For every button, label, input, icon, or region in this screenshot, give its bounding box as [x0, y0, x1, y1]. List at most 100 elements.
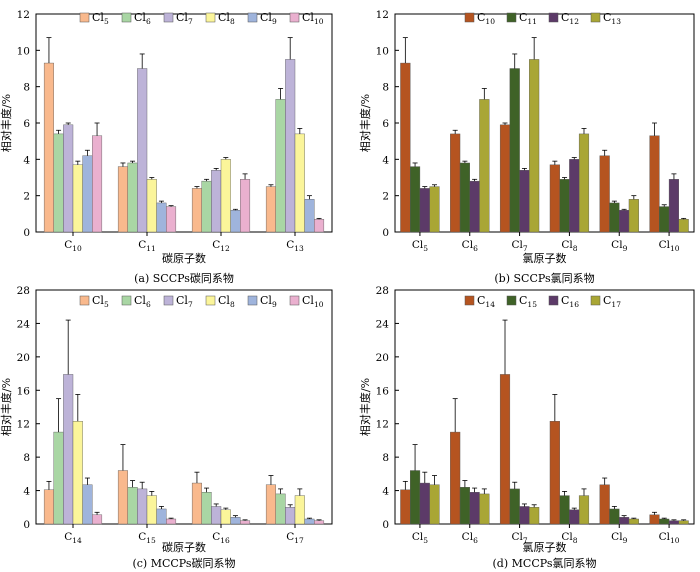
legend-label: C12: [561, 11, 579, 26]
bar-c13-cl9: [628, 199, 639, 233]
y-tick-label: 0: [23, 519, 30, 531]
bar-cl8-c13: [294, 133, 305, 233]
legend-label: C16: [561, 294, 579, 309]
bar-c11-cl5: [409, 166, 421, 233]
panel-caption: (b) SCCPs氯同系物: [494, 271, 594, 285]
y-tick-label: 0: [382, 519, 389, 531]
x-tick-label: C15: [138, 531, 156, 545]
legend-swatch: [506, 295, 517, 306]
bar-c15-cl9: [609, 508, 620, 525]
bar-cl8-c11: [146, 179, 157, 233]
y-tick-label: 10: [376, 45, 389, 57]
legend-swatch: [289, 12, 300, 23]
bar-c11-cl10: [659, 206, 670, 233]
chart-panel-3: 0 4 8 12 16 20 24 28 相对丰度/% C14 C15 C16 C17 碳原子数 (c) M…: [0, 285, 333, 570]
bar-c13-cl7: [529, 59, 540, 233]
x-tick-label: C16: [212, 531, 230, 545]
bar-c16-cl9: [619, 517, 630, 525]
bar-c10-cl9: [599, 155, 610, 233]
bar-cl5-c12: [191, 188, 202, 233]
bar-c15-cl5: [409, 470, 421, 525]
bar-cl9-c16: [230, 517, 241, 525]
bar-cl7-c10: [63, 124, 74, 233]
legend-swatch: [289, 295, 300, 306]
x-tick-label: Cl10: [659, 531, 680, 545]
bar-cl7-c14: [63, 374, 74, 525]
bar-cl10-c11: [166, 206, 177, 233]
x-axis-label: 氯原子数: [523, 540, 567, 554]
bar-cl9-c17: [304, 518, 315, 525]
bar-cl8-c17: [294, 495, 305, 525]
bar-c11-cl6: [459, 162, 470, 233]
legend-label: C10: [477, 11, 495, 26]
bar-c10-cl5: [400, 62, 411, 233]
x-tick-label: Cl8: [561, 239, 577, 253]
bar-c15-cl6: [459, 487, 470, 525]
bar-cl7-c12: [211, 170, 222, 233]
bar-c17-cl6: [479, 493, 490, 525]
bar-cl9-c13: [304, 199, 315, 233]
bar-c16-cl10: [668, 520, 680, 525]
bar-cl6-c12: [201, 180, 212, 233]
panel-caption: (d) MCCPs氯同系物: [493, 556, 597, 570]
legend-swatch: [548, 295, 559, 306]
legend-swatch: [247, 12, 258, 23]
panel-caption: (a) SCCPs碳同系物: [134, 271, 234, 285]
bar-cl8-c15: [146, 495, 157, 525]
legend-label: Cl9: [260, 11, 277, 26]
legend-label: Cl7: [176, 11, 193, 26]
bar-c16-cl8: [569, 509, 580, 525]
bar-cl8-c14: [72, 421, 83, 525]
legend-swatch: [163, 12, 174, 23]
y-axis-label: 相对丰度/%: [0, 94, 13, 152]
x-tick-label: Cl6: [462, 531, 478, 545]
bar-c17-cl8: [578, 495, 590, 525]
legend: Cl5 Cl6 Cl7 Cl8 Cl9 Cl10: [79, 11, 324, 26]
x-tick-label: C17: [286, 531, 304, 545]
bar-c13-cl6: [479, 99, 490, 233]
bar-cl6-c17: [275, 493, 286, 525]
chart-panel-4: 0 4 8 12 16 20 24 28 相对丰度/% Cl5 Cl6 Cl7 Cl8 Cl9 Cl10 氯原…: [358, 285, 695, 570]
bar-cl10-c16: [240, 520, 251, 525]
bar-c15-cl7: [509, 488, 520, 525]
y-tick-label: 8: [23, 452, 30, 464]
y-tick-label: 2: [382, 191, 389, 203]
x-tick-label: Cl5: [412, 239, 428, 253]
x-tick-label: Cl9: [611, 531, 627, 545]
legend-swatch: [464, 295, 475, 306]
y-tick-label: 10: [17, 45, 30, 57]
bar-c14-cl5: [400, 489, 411, 525]
legend-label: C13: [603, 11, 621, 26]
y-tick-label: 24: [17, 318, 31, 330]
bar-c10-cl7: [499, 124, 511, 233]
legend-label: Cl10: [302, 294, 324, 309]
bar-c16-cl5: [419, 482, 430, 525]
legend-label: Cl10: [302, 11, 324, 26]
legend-label: Cl8: [218, 294, 235, 309]
y-tick-label: 4: [382, 154, 389, 166]
y-tick-label: 12: [17, 9, 30, 21]
bar-cl9-c12: [230, 209, 241, 233]
y-tick-label: 28: [376, 285, 389, 297]
bar-cl7-c17: [285, 507, 296, 525]
legend-swatch: [506, 12, 517, 23]
legend-swatch: [590, 12, 601, 23]
bar-cl7-c16: [211, 506, 222, 525]
x-tick-label: Cl6: [462, 239, 478, 253]
legend-swatch: [163, 295, 174, 306]
y-tick-label: 8: [382, 452, 389, 464]
x-tick-label: Cl9: [611, 239, 627, 253]
bar-cl5-c13: [265, 186, 276, 233]
bar-c10-cl6: [450, 133, 461, 233]
bar-cl6-c14: [53, 431, 64, 525]
bar-c12-cl6: [469, 180, 480, 233]
bar-cl9-c10: [82, 155, 93, 233]
bar-c14-cl9: [599, 484, 610, 525]
legend-label: Cl7: [176, 294, 193, 309]
bar-cl7-c11: [137, 68, 148, 233]
legend-label: Cl6: [134, 11, 151, 26]
x-tick-label: C12: [212, 239, 230, 253]
bar-c14-cl7: [499, 374, 511, 525]
x-tick-label: C14: [64, 531, 82, 545]
